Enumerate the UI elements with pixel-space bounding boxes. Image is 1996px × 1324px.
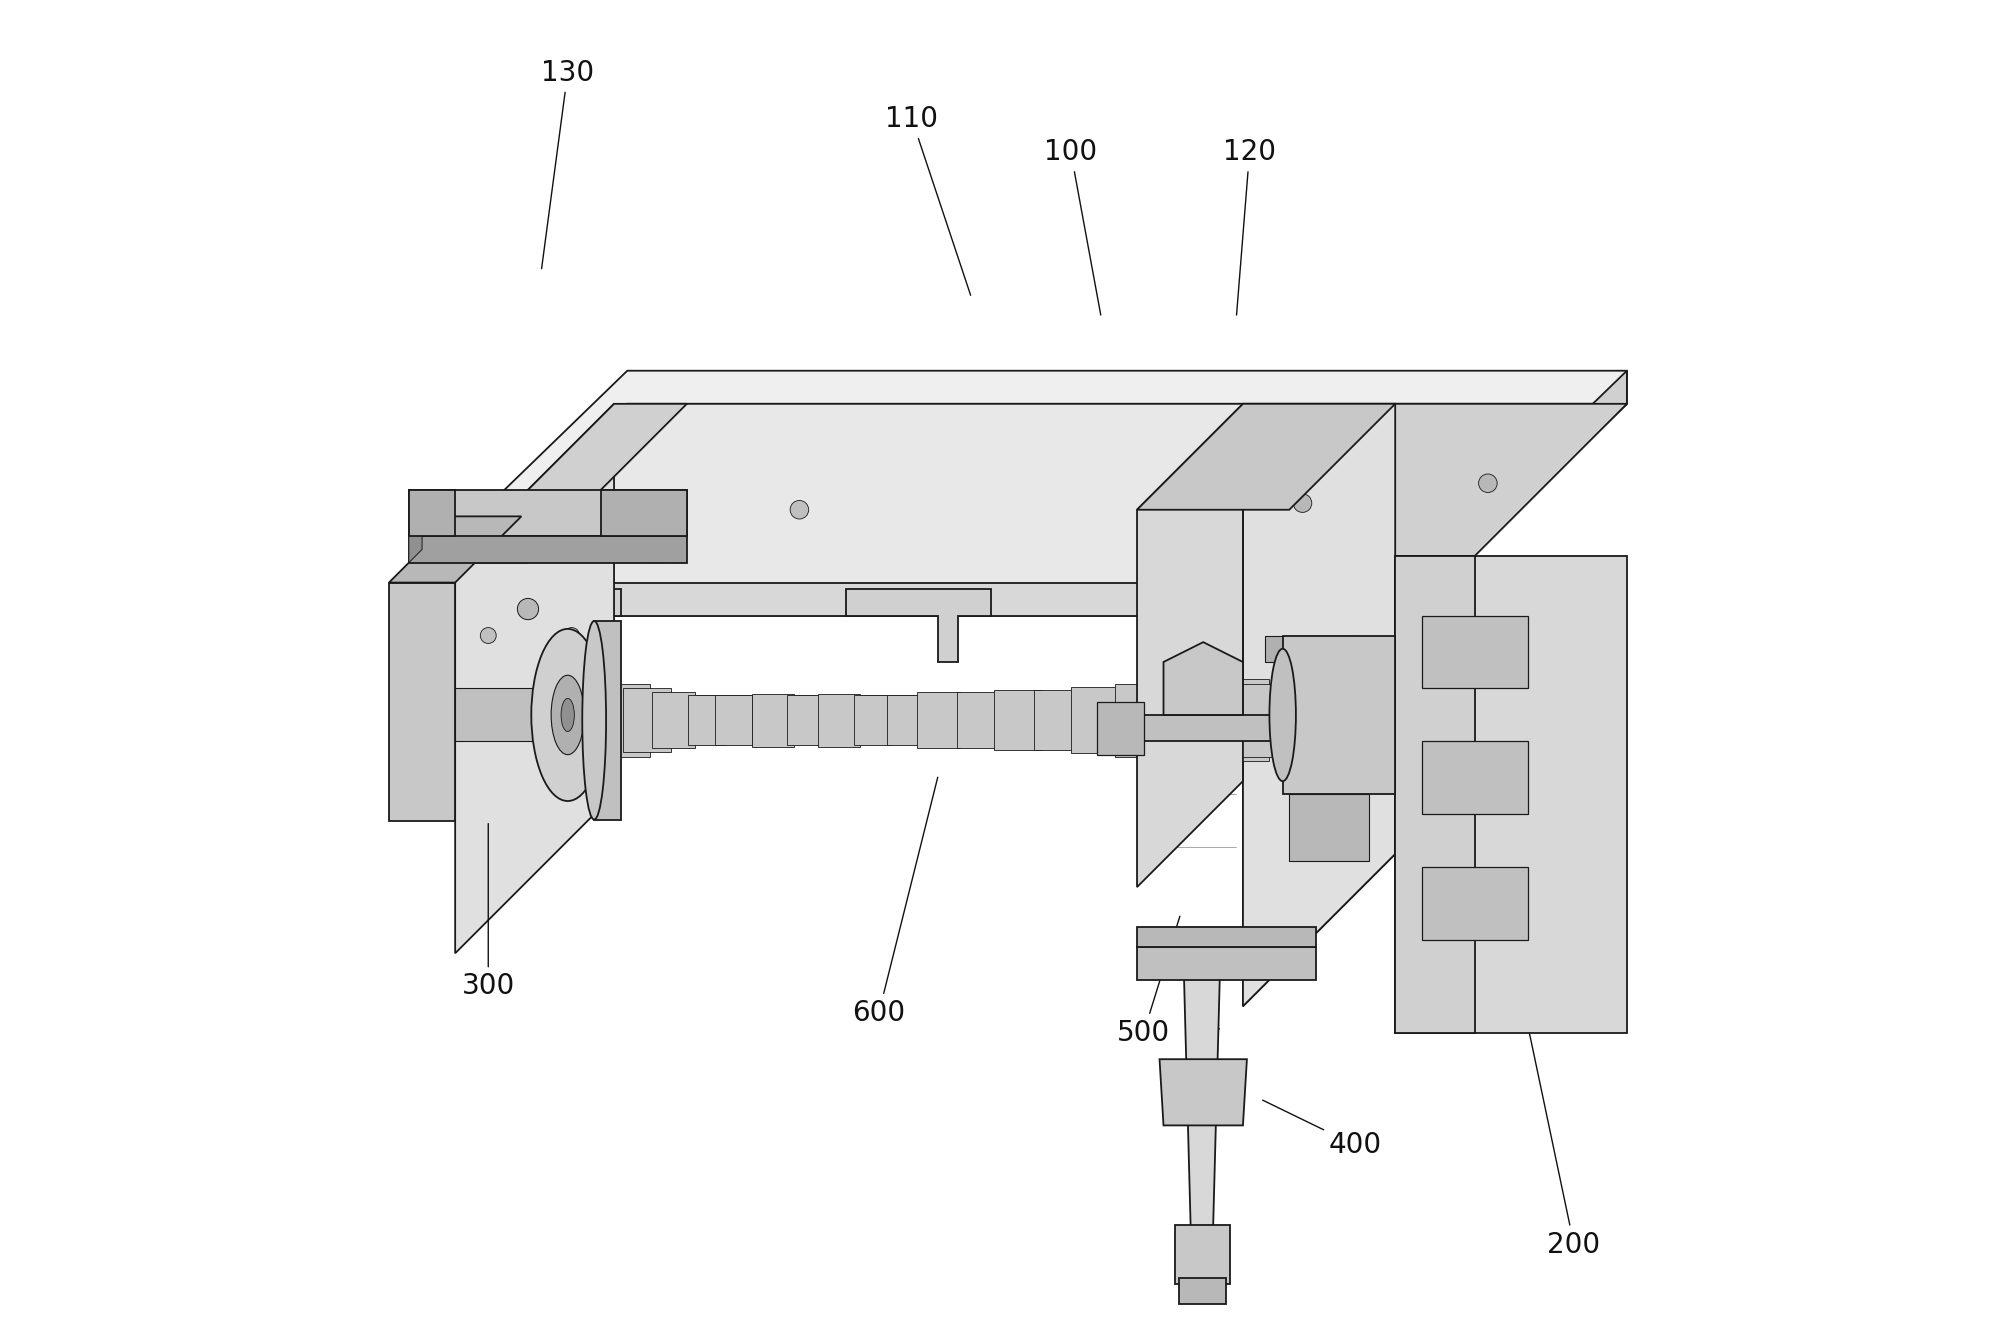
Polygon shape	[1114, 683, 1174, 757]
Polygon shape	[788, 695, 824, 745]
Text: 300: 300	[461, 824, 515, 1001]
Polygon shape	[1158, 681, 1224, 760]
Circle shape	[563, 628, 579, 643]
Polygon shape	[1244, 404, 1395, 1006]
Circle shape	[1293, 494, 1311, 512]
Circle shape	[517, 598, 539, 620]
Polygon shape	[1138, 927, 1315, 947]
Polygon shape	[886, 695, 924, 745]
Polygon shape	[1034, 691, 1082, 749]
Polygon shape	[1164, 642, 1244, 715]
Text: 110: 110	[886, 105, 970, 295]
Polygon shape	[607, 696, 1283, 736]
Polygon shape	[455, 404, 687, 563]
Polygon shape	[1070, 687, 1124, 753]
Polygon shape	[389, 516, 521, 583]
Polygon shape	[591, 683, 651, 757]
Polygon shape	[623, 688, 671, 752]
Polygon shape	[1204, 679, 1269, 761]
Polygon shape	[1409, 371, 1627, 616]
Circle shape	[1188, 470, 1206, 489]
Polygon shape	[1104, 715, 1303, 741]
Polygon shape	[461, 576, 475, 616]
Polygon shape	[1138, 404, 1395, 510]
Text: 200: 200	[1521, 996, 1601, 1259]
Polygon shape	[956, 692, 1000, 748]
Polygon shape	[409, 523, 421, 563]
Polygon shape	[1421, 741, 1527, 814]
Text: 620: 620	[1138, 685, 1194, 756]
Polygon shape	[1138, 404, 1244, 887]
Polygon shape	[1098, 702, 1144, 755]
Text: 130: 130	[541, 58, 595, 269]
Polygon shape	[715, 695, 752, 745]
Polygon shape	[1289, 794, 1369, 861]
Polygon shape	[409, 536, 687, 563]
Polygon shape	[1160, 1059, 1248, 1125]
Polygon shape	[653, 692, 695, 748]
Text: 100: 100	[1044, 138, 1100, 315]
Polygon shape	[409, 490, 687, 536]
Polygon shape	[752, 694, 794, 747]
Ellipse shape	[531, 629, 605, 801]
Polygon shape	[1184, 953, 1220, 1251]
Polygon shape	[1244, 404, 1627, 556]
Polygon shape	[455, 404, 615, 953]
Circle shape	[790, 500, 808, 519]
Text: 700: 700	[1168, 1029, 1220, 1094]
Polygon shape	[918, 692, 960, 748]
Polygon shape	[409, 490, 455, 536]
Polygon shape	[818, 694, 860, 747]
Polygon shape	[854, 695, 890, 745]
Ellipse shape	[561, 699, 575, 731]
Text: 120: 120	[1224, 138, 1275, 315]
Polygon shape	[1176, 1225, 1230, 1284]
Ellipse shape	[1269, 649, 1295, 781]
Circle shape	[481, 628, 497, 643]
Polygon shape	[1234, 683, 1291, 757]
Ellipse shape	[583, 621, 607, 820]
Circle shape	[1413, 448, 1431, 466]
Polygon shape	[1421, 616, 1527, 688]
Circle shape	[1479, 474, 1497, 493]
Polygon shape	[689, 695, 725, 745]
Text: 400: 400	[1263, 1100, 1381, 1160]
Polygon shape	[595, 621, 621, 820]
Polygon shape	[994, 691, 1042, 749]
Text: 500: 500	[1118, 916, 1180, 1047]
Polygon shape	[1265, 636, 1353, 662]
Polygon shape	[1138, 947, 1315, 980]
Ellipse shape	[551, 675, 585, 755]
Polygon shape	[1395, 556, 1475, 1033]
Polygon shape	[846, 589, 992, 662]
Polygon shape	[1210, 589, 1355, 662]
Polygon shape	[1244, 404, 1395, 1006]
Polygon shape	[389, 583, 455, 821]
Circle shape	[481, 720, 497, 736]
Circle shape	[1571, 418, 1591, 437]
Polygon shape	[601, 490, 687, 536]
Text: 600: 600	[852, 777, 938, 1027]
Polygon shape	[461, 589, 621, 662]
Polygon shape	[409, 583, 1409, 616]
Polygon shape	[455, 688, 541, 741]
Polygon shape	[1283, 636, 1395, 794]
Polygon shape	[1180, 1278, 1226, 1304]
Polygon shape	[1421, 867, 1527, 940]
Polygon shape	[409, 371, 1627, 616]
Polygon shape	[1395, 556, 1627, 1033]
Polygon shape	[409, 404, 1627, 616]
